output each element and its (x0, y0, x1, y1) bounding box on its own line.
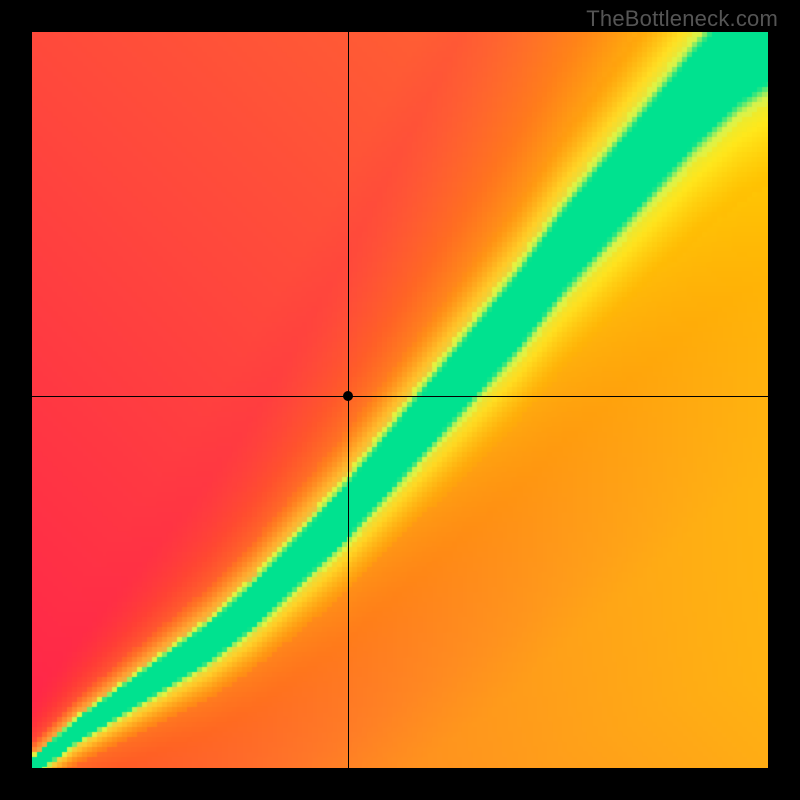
plot-area (32, 32, 768, 768)
crosshair-marker (343, 391, 353, 401)
heatmap-canvas (32, 32, 768, 768)
crosshair-horizontal (32, 396, 768, 397)
watermark-text: TheBottleneck.com (586, 6, 778, 32)
chart-container: TheBottleneck.com (0, 0, 800, 800)
